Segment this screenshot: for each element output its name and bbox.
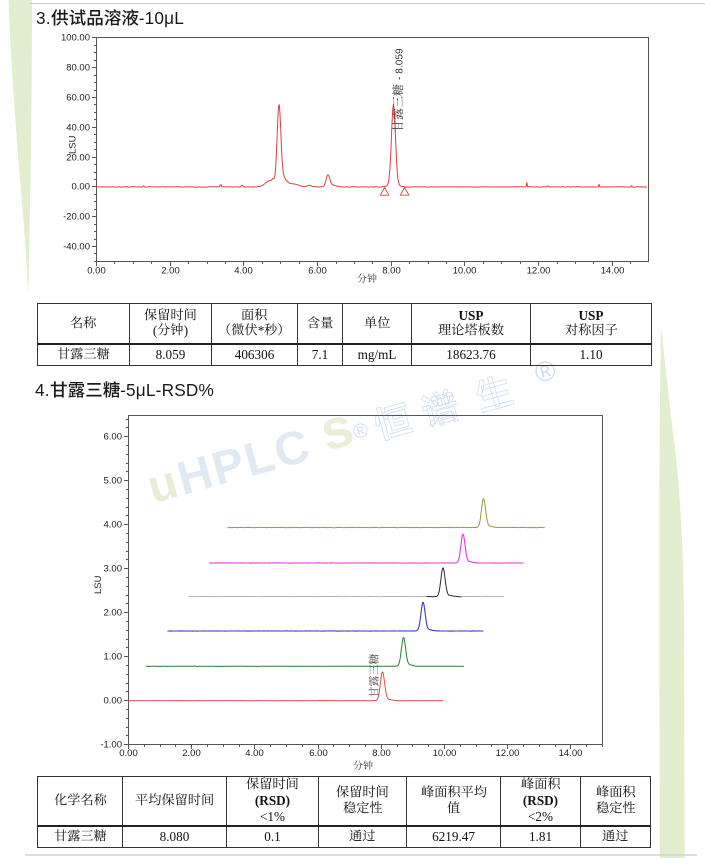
- svg-text:-20.00: -20.00: [63, 212, 90, 223]
- svg-text:0.00: 0.00: [72, 182, 91, 193]
- svg-text:1.00: 1.00: [104, 652, 123, 663]
- svg-text:12.00: 12.00: [527, 266, 551, 277]
- svg-text:3.00: 3.00: [104, 564, 123, 575]
- svg-text:12.00: 12.00: [496, 748, 520, 759]
- svg-text:-40.00: -40.00: [63, 242, 90, 253]
- svg-text:4.00: 4.00: [104, 520, 123, 531]
- svg-text:6.00: 6.00: [309, 748, 328, 759]
- svg-text:- 8.059: - 8.059: [394, 48, 405, 80]
- svg-text:40.00: 40.00: [66, 123, 90, 134]
- svg-text:-1.00: -1.00: [100, 740, 122, 751]
- svg-text:4.00: 4.00: [245, 748, 264, 759]
- svg-text:2.00: 2.00: [182, 748, 201, 759]
- svg-text:2.00: 2.00: [161, 266, 180, 277]
- svg-text:2.00: 2.00: [104, 608, 123, 619]
- svg-text:8.00: 8.00: [382, 266, 401, 277]
- svg-text:0.00: 0.00: [104, 696, 123, 707]
- svg-text:100.00: 100.00: [61, 33, 90, 44]
- svg-text:10.00: 10.00: [453, 266, 477, 277]
- svg-text:14.00: 14.00: [559, 748, 583, 759]
- svg-text:14.00: 14.00: [601, 266, 625, 277]
- svg-text:0.00: 0.00: [119, 748, 138, 759]
- svg-text:6.00: 6.00: [104, 432, 123, 443]
- svg-text:0.00: 0.00: [87, 266, 106, 277]
- svg-text:®: ®: [351, 419, 371, 444]
- svg-text:20.00: 20.00: [66, 153, 90, 164]
- svg-text:LSU: LSU: [93, 575, 104, 594]
- svg-text:10.00: 10.00: [433, 748, 457, 759]
- svg-text:6.00: 6.00: [308, 266, 327, 277]
- svg-text:4.00: 4.00: [234, 266, 253, 277]
- svg-text:5.00: 5.00: [104, 476, 123, 487]
- svg-text:8.00: 8.00: [372, 748, 391, 759]
- svg-text:60.00: 60.00: [66, 93, 90, 104]
- svg-text:LSU: LSU: [68, 135, 79, 154]
- svg-text:80.00: 80.00: [66, 63, 90, 74]
